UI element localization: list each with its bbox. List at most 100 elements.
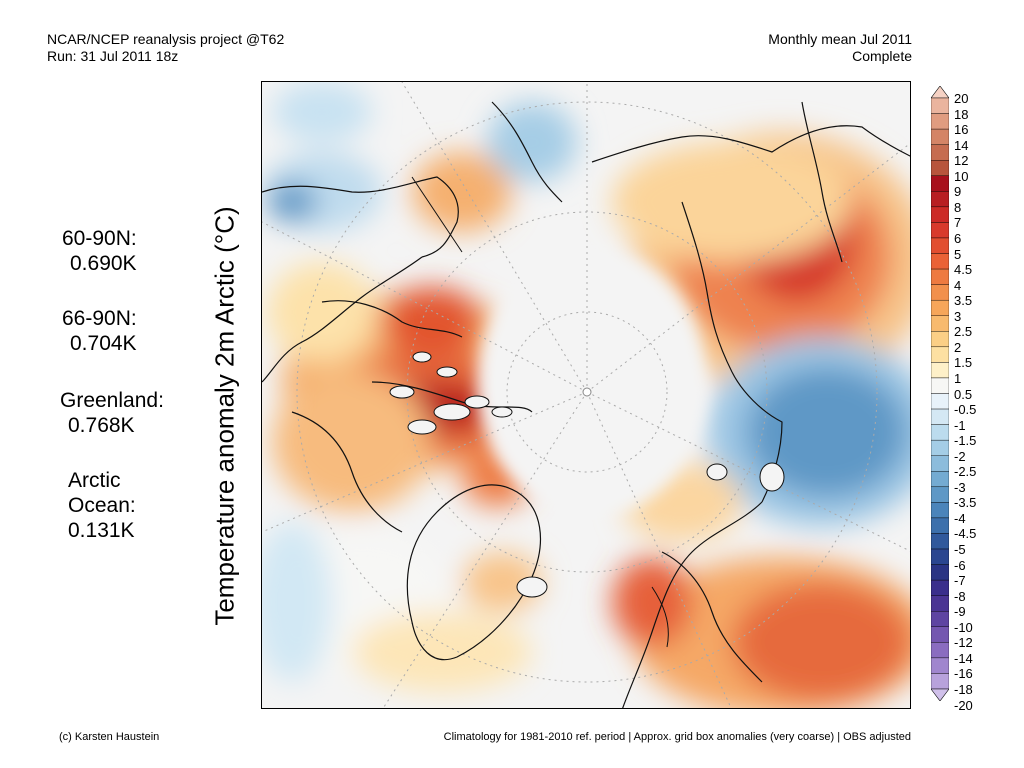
period-title: Monthly mean Jul 2011 (768, 31, 912, 47)
colorbar-bin (931, 315, 949, 332)
colorbar-bin (931, 97, 949, 114)
colorbar-label: 1 (954, 370, 962, 386)
colorbar-bin (931, 564, 949, 581)
colorbar-label: 16 (954, 122, 969, 138)
arctic-ocean-neutral (477, 247, 707, 517)
colorbar-label: 1.5 (954, 355, 973, 371)
colorbar-bin (931, 673, 949, 690)
colorbar-label: 10 (954, 168, 969, 184)
stat-value: 0.768K (68, 414, 135, 437)
colorbar-label: 12 (954, 153, 969, 169)
colorbar-bin (931, 626, 949, 643)
islands (389, 351, 785, 598)
colorbar-label: -8 (954, 588, 966, 604)
colorbar-bin (931, 362, 949, 379)
anomaly-map (261, 81, 911, 709)
colorbar (931, 86, 949, 701)
colorbar-bin (931, 237, 949, 254)
colorbar-label: -3.5 (954, 495, 977, 511)
colorbar-label: -3 (954, 479, 966, 495)
colorbar-bin (931, 548, 949, 565)
stat-60-90n: 60-90N: 0.690K (62, 226, 137, 276)
colorbar-top-arrow (931, 86, 949, 99)
colorbar-bin (931, 160, 949, 176)
colorbar-bin (931, 579, 949, 596)
colorbar-bin (931, 657, 949, 674)
stat-label: Greenland: (60, 389, 164, 412)
colorbar-bin (931, 377, 949, 394)
colorbar-label: 20 (954, 91, 969, 106)
map-svg (262, 82, 910, 708)
dataset-title: NCAR/NCEP reanalysis project @T62 (47, 31, 285, 47)
colorbar-label: 6 (954, 230, 962, 246)
border-lines (411, 176, 669, 648)
colorbar-bin (931, 222, 949, 239)
colorbar-bin (931, 486, 949, 503)
colorbar-bin (931, 299, 949, 316)
anomaly-field (262, 82, 910, 708)
colorbar-bin (931, 533, 949, 550)
colorbar-label: -10 (954, 619, 973, 635)
colorbar-label: -7 (954, 573, 966, 589)
colorbar-bin (931, 191, 949, 208)
colorbar-bin (931, 284, 949, 301)
coastlines (262, 101, 910, 708)
stat-label-2: Ocean: (68, 494, 136, 517)
stat-value: 0.131K (68, 519, 135, 542)
colorbar-bin (931, 642, 949, 659)
colorbar-label: -5 (954, 542, 966, 558)
colorbar-label: 4.5 (954, 262, 973, 278)
north-pole-marker (582, 387, 592, 397)
colorbar-bin (931, 128, 949, 145)
colorbar-label: -4.5 (954, 526, 977, 542)
period-status: Complete (852, 48, 912, 64)
colorbar-label: -4 (954, 510, 966, 526)
colorbar-label: 2.5 (954, 324, 973, 340)
colorbar-label: 14 (954, 137, 969, 153)
colorbar-label: 18 (954, 106, 969, 122)
colorbar-label: -20 (954, 697, 973, 713)
stat-label: 60-90N: (62, 227, 137, 250)
colorbar-bin (931, 175, 949, 192)
colorbar-bin (931, 113, 949, 130)
colorbar-label: -12 (954, 635, 973, 651)
colorbar-label: 4 (954, 277, 962, 293)
colorbar-bin (931, 346, 949, 363)
colorbar-bin (931, 408, 949, 425)
colorbar-label: -2.5 (954, 464, 977, 480)
colorbar-label: -1 (954, 417, 966, 433)
colorbar-label: -14 (954, 650, 973, 666)
colorbar-label: 3 (954, 308, 962, 324)
colorbar-label: -0.5 (954, 402, 977, 418)
colorbar-bin (931, 331, 949, 348)
period-info: Monthly mean Jul 2011 Complete (768, 31, 912, 65)
colorbar-label: 2 (954, 339, 962, 355)
colorbar-label: -6 (954, 557, 966, 573)
colorbar-bin (931, 253, 949, 270)
colorbar-label: 9 (954, 184, 962, 200)
colorbar-bin (931, 268, 949, 285)
stat-label: 66-90N: (62, 307, 137, 330)
stat-value: 0.690K (70, 252, 137, 275)
colorbar-bin (931, 517, 949, 534)
colorbar-label: 5 (954, 246, 962, 262)
colorbar-bin (931, 595, 949, 612)
colorbar-label: -9 (954, 604, 966, 620)
colorbar-label: 3.5 (954, 293, 973, 309)
colorbar-bin (931, 455, 949, 472)
stat-arctic-ocean: Arctic Ocean: 0.131K (68, 468, 136, 543)
copyright: (c) Karsten Haustein (59, 731, 160, 743)
colorbar-bin (931, 424, 949, 441)
stat-greenland: Greenland: 0.768K (60, 388, 164, 438)
stat-66-90n: 66-90N: 0.704K (62, 306, 137, 356)
colorbar-bin (931, 611, 949, 627)
colorbar-label: -2 (954, 448, 966, 464)
colorbar-bin (931, 439, 949, 456)
colorbar-label: -16 (954, 666, 973, 682)
colorbar-bin (931, 393, 949, 410)
map-title: Temperature anomaly 2m Arctic (°C) (209, 206, 240, 626)
run-date: Run: 31 Jul 2011 18z (47, 48, 179, 64)
colorbar-bin (931, 471, 949, 488)
colorbar-bin (931, 144, 949, 161)
colorbar-label: 7 (954, 215, 962, 231)
